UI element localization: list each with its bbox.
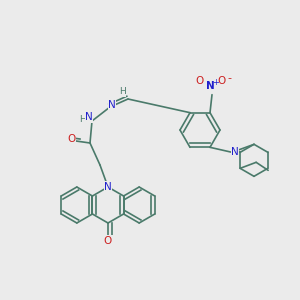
Text: O: O	[196, 76, 204, 86]
Text: H: H	[118, 88, 125, 97]
Text: N: N	[104, 182, 112, 192]
Text: O: O	[67, 134, 75, 144]
Text: N: N	[231, 147, 239, 157]
Text: N: N	[206, 81, 214, 91]
Text: O: O	[218, 76, 226, 86]
Text: +: +	[213, 78, 219, 87]
Text: O: O	[104, 236, 112, 246]
Text: N: N	[108, 100, 116, 110]
Text: N: N	[85, 112, 93, 122]
Text: H: H	[80, 115, 86, 124]
Text: -: -	[227, 73, 231, 83]
